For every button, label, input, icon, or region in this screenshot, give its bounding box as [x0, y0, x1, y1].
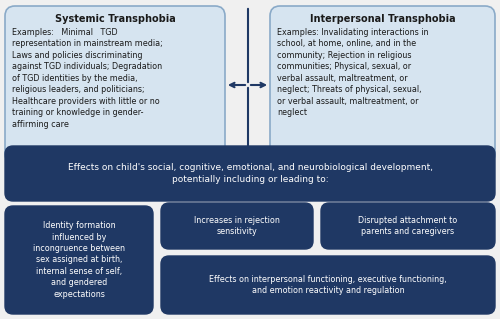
Text: Increases in rejection
sensitivity: Increases in rejection sensitivity: [194, 216, 280, 236]
FancyBboxPatch shape: [161, 203, 313, 249]
Text: Identity formation
influenced by
incongruence between
sex assigned at birth,
int: Identity formation influenced by incongr…: [33, 221, 125, 299]
Text: Effects on interpersonal functioning, executive functioning,
and emotion reactiv: Effects on interpersonal functioning, ex…: [209, 275, 447, 295]
FancyBboxPatch shape: [5, 146, 495, 201]
Text: Examples: Invalidating interactions in
school, at home, online, and in the
commu: Examples: Invalidating interactions in s…: [277, 28, 428, 117]
FancyBboxPatch shape: [161, 256, 495, 314]
FancyBboxPatch shape: [321, 203, 495, 249]
Text: Interpersonal Transphobia: Interpersonal Transphobia: [310, 14, 456, 24]
FancyBboxPatch shape: [5, 206, 153, 314]
Text: Examples:   Minimal   TGD
representation in mainstream media;
Laws and policies : Examples: Minimal TGD representation in …: [12, 28, 163, 129]
Text: Effects on child's social, cognitive, emotional, and neurobiological development: Effects on child's social, cognitive, em…: [68, 163, 432, 184]
FancyBboxPatch shape: [5, 6, 225, 164]
Text: Systemic Transphobia: Systemic Transphobia: [54, 14, 176, 24]
FancyBboxPatch shape: [270, 6, 495, 164]
Text: Disrupted attachment to
parents and caregivers: Disrupted attachment to parents and care…: [358, 216, 458, 236]
